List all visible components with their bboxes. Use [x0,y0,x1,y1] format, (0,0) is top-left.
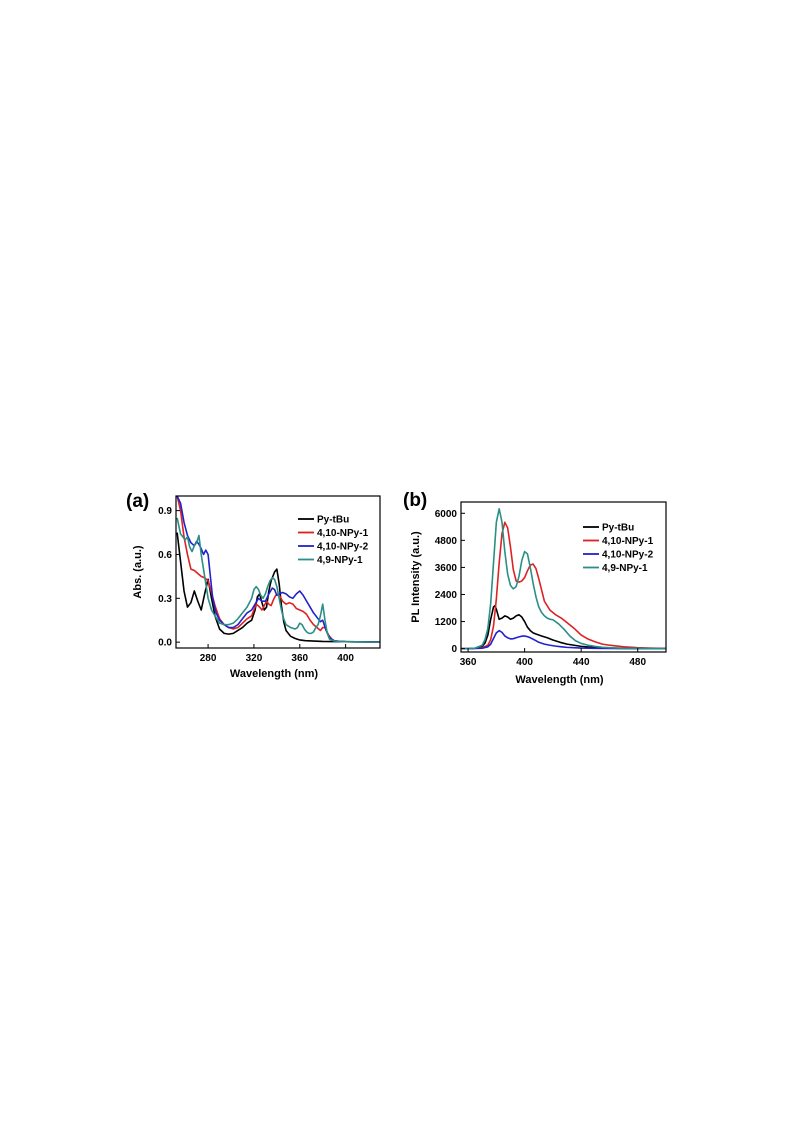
legend: Py-tBu 4,10-NPy-1 4,10-NPy-2 4,9-NPy-1 [583,523,654,574]
legend-label: 4,9-NPy-1 [317,555,363,566]
x-tick-label: 400 [337,653,354,664]
x-tick-label: 360 [291,653,308,664]
series-line-4 [461,507,666,650]
chart-panel-a: (a) 280 320 360 400 0.0 0.3 0.6 0.9 Wavelength (n… [126,491,381,680]
y-tick-label: 0.6 [158,550,172,561]
x-tick-label: 400 [516,657,533,668]
legend-label: 4,9-NPy-1 [602,563,648,574]
legend: Py-tBu 4,10-NPy-1 4,10-NPy-2 4,9-NPy-1 [298,515,369,566]
y-axis-title: PL Intensity (a.u.) [410,531,422,623]
series-line-2 [176,496,380,643]
y-axis-title: Abs. (a.u.) [132,545,144,599]
y-tick-label: 1200 [435,617,458,628]
series-line-3 [461,629,666,650]
plot-frame [175,495,381,649]
y-tick-label: 2400 [435,590,458,601]
x-tick-label: 440 [573,657,590,668]
legend-label: 4,10-NPy-1 [317,528,369,539]
plot-frame [460,501,667,653]
y-tick-label: 4800 [435,536,458,547]
legend-label: Py-tBu [602,523,634,534]
y-tick-label: 6000 [435,509,458,520]
x-tick-label: 280 [200,653,217,664]
y-tick-label: 0.0 [158,638,172,649]
x-tick-label: 480 [629,657,646,668]
chart-panel-b: (b)360 400 440 480012002400360048006000Wave… [403,490,667,686]
y-tick-label: 0.9 [158,506,172,517]
series-line-4 [176,517,380,643]
x-tick-label: 320 [246,653,263,664]
y-tick-label: 0.3 [158,594,172,605]
panel-label: (b) [403,490,427,511]
legend-label: Py-tBu [317,515,349,526]
x-tick-label: 360 [460,657,477,668]
panel-label: (a) [126,491,149,512]
y-tick-label: 0 [451,644,457,655]
x-axis-title: Wavelength (nm) [230,668,319,680]
legend-label: 4,10-NPy-2 [602,550,654,561]
series-line-3 [176,496,380,643]
series-line-1 [461,604,666,650]
x-axis-title: Wavelength (nm) [515,674,604,686]
y-tick-label: 3600 [435,563,458,574]
legend-label: 4,10-NPy-2 [317,542,369,553]
legend-label: 4,10-NPy-1 [602,536,654,547]
